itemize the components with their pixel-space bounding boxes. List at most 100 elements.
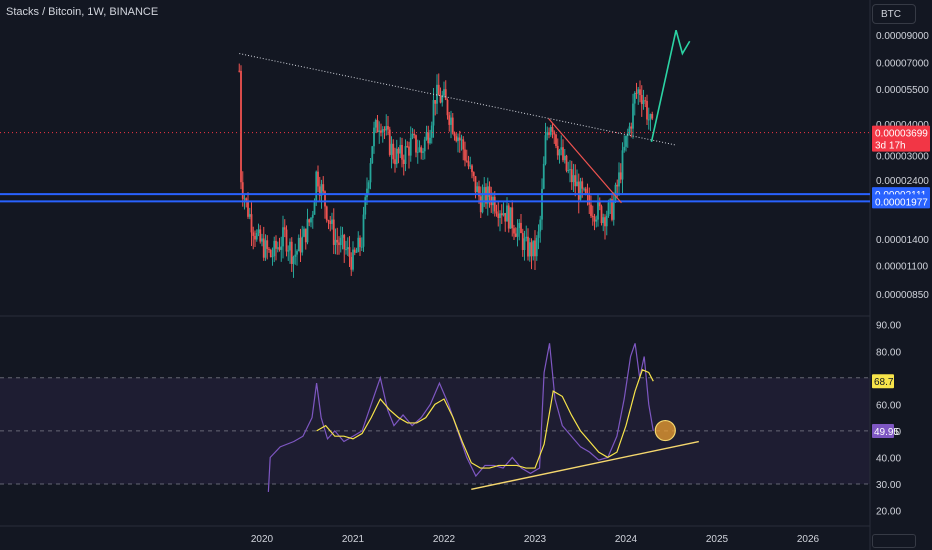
candle-body [479,196,482,213]
rsi-tick-label: 30.00 [876,480,901,491]
rsi-tick-label: 80.00 [876,347,901,358]
candle-body [513,228,515,234]
candle-body [306,219,309,243]
candle-body [558,149,561,156]
candle-body [259,229,262,242]
candle-body [506,205,508,222]
candle-body [371,146,374,164]
candle-body [611,199,613,220]
candle-body [637,89,640,94]
candle-body [521,233,524,251]
candle-body [346,247,349,250]
candle-body [527,236,529,257]
candle-body [542,163,545,189]
candle-body [395,148,398,165]
candle-body [250,214,253,233]
candle-body [430,125,433,138]
rsi-highlight-circle [654,419,676,442]
candle-body [303,228,305,237]
candle-body [248,214,251,217]
candle-body [583,188,585,190]
rsi-tick-label: 20.00 [876,507,901,518]
candle-body [551,127,554,132]
candle-body [294,254,297,257]
candle-body [472,172,475,177]
candle-body [416,151,419,153]
candle-body [297,237,300,252]
candle-body [471,165,473,173]
candle-body [493,196,496,212]
candle-body [577,181,580,200]
rsi-layer [267,343,699,492]
candle-body [474,176,477,193]
candle-body [276,247,279,249]
candle-body [532,240,535,257]
candle-body [453,133,456,137]
rsi-tick-label: 40.00 [876,453,901,464]
candle-body [539,219,542,232]
candle-body [397,148,400,154]
candle-body [292,256,295,264]
axis-settings-button[interactable] [872,534,916,548]
axis-layer[interactable]: 0.00009000 0.00007000 0.00005500 0.00004000… [251,31,930,545]
candle-body [432,100,435,126]
rsi-ma-badge-bg [872,374,894,389]
candle-body [336,239,339,243]
candle-body [436,84,438,104]
candle-body [633,92,636,104]
candle-body [520,222,522,234]
currency-button[interactable]: BTC [872,4,916,24]
candle-body [406,146,409,148]
candle-body [619,172,622,180]
candle-body [385,126,388,131]
candle-body [257,229,260,234]
candle-body [607,202,610,216]
candle-body [481,194,484,213]
candle-body [504,213,507,222]
candle-body [462,139,465,150]
time-tick-label: 2020 [251,534,274,545]
candle-body [451,117,454,134]
drawing-layer[interactable] [0,30,870,204]
candle-body [404,146,407,165]
price-tick-label: 0.00007000 [876,59,929,70]
candle-body [640,94,643,105]
candle-body [562,147,564,161]
candle-body [525,236,528,239]
candle-body [315,171,318,201]
candle-body [448,115,451,125]
candle-body [621,150,624,180]
candle-body [423,139,426,152]
candle-body [388,129,391,155]
candle-body [458,137,461,141]
candle-body [427,132,430,144]
candle-body [444,89,447,100]
candle-body [598,201,601,207]
candle-body [299,237,302,253]
candle-body [287,250,290,252]
candle-body [476,186,479,193]
candle-body [553,131,556,135]
candle-body [269,249,272,257]
price-tick-label: 0.00009000 [876,31,929,42]
level-badge: 0.00001977 [875,197,928,208]
candle-body [320,184,323,196]
price-tick-label: 0.00002400 [876,176,929,187]
candle-body [467,161,470,167]
candle-body [511,207,514,229]
candle-body [618,172,620,187]
candle-body [581,181,584,189]
candle-body [597,201,599,220]
candle-body [593,216,596,222]
rsi-line [267,343,654,492]
projection-arrow [650,30,691,143]
chart-title: Stacks / Bitcoin, 1W, BINANCE [6,6,159,18]
candle-body [271,256,274,258]
grid-layer [0,0,871,550]
candle-body [409,137,412,156]
candle-body [576,181,578,187]
candle-body [544,135,547,164]
candle-body [595,219,598,222]
